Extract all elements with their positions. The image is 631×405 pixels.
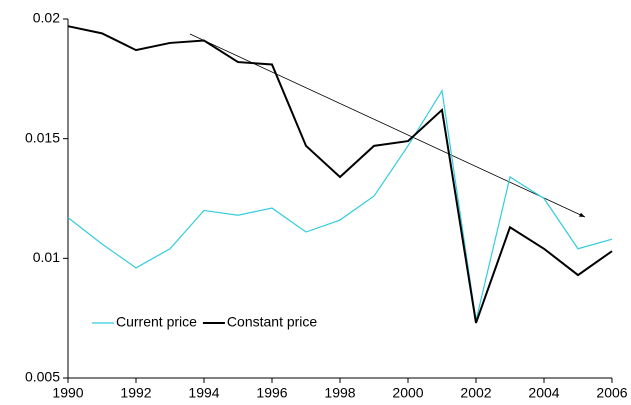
x-tick-label: 2000: [392, 385, 423, 401]
y-tick-label: 0.01: [33, 249, 60, 265]
trend-arrow: [189, 33, 586, 218]
x-tick-label: 2006: [596, 385, 627, 401]
y-tick-label: 0.02: [33, 10, 60, 26]
y-tick-label: 0.015: [25, 129, 60, 145]
legend-label: Current price: [116, 314, 197, 330]
y-tick-label: 0.005: [25, 369, 60, 385]
x-tick-label: 1996: [256, 385, 287, 401]
legend-label: Constant price: [227, 314, 317, 330]
series-line: [67, 25, 613, 324]
x-tick-label: 1998: [324, 385, 355, 401]
x-tick-label: 1994: [188, 385, 219, 401]
x-tick-label: 1990: [52, 385, 83, 401]
x-tick-label: 2004: [528, 385, 559, 401]
x-tick-label: 1992: [120, 385, 151, 401]
x-tick-label: 2002: [460, 385, 491, 401]
series-line: [67, 89, 613, 321]
